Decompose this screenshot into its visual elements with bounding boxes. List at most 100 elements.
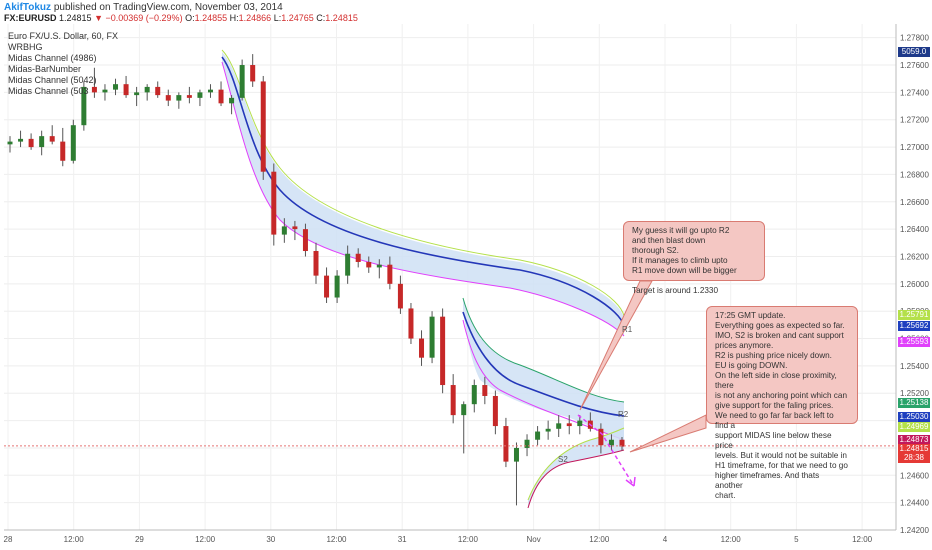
candle-body bbox=[566, 423, 572, 427]
legend-item-midas-503[interactable]: Midas Channel (503 bbox=[8, 86, 89, 96]
price-tag-s2-upper: 1.24969 bbox=[898, 422, 930, 432]
x-tick-label: 12:00 bbox=[589, 535, 610, 544]
open-value: 1.24855 bbox=[194, 13, 228, 23]
candles bbox=[7, 54, 625, 506]
candle-body bbox=[229, 97, 235, 104]
candle-body bbox=[155, 86, 161, 96]
candle-body bbox=[450, 385, 456, 416]
x-tick-label: 5 bbox=[794, 535, 799, 544]
candle-body bbox=[144, 86, 150, 93]
candle-body bbox=[577, 420, 583, 427]
author-link[interactable]: AkifTokuz bbox=[4, 2, 52, 13]
label-r1: R1 bbox=[622, 325, 633, 334]
x-tick-label: Nov bbox=[526, 535, 540, 544]
candle-body bbox=[461, 404, 467, 416]
y-tick-label: 1.27400 bbox=[900, 88, 929, 97]
price-tag-s2-lower: 1.24873 bbox=[898, 435, 930, 445]
candle-body bbox=[7, 141, 13, 145]
label-s2: S2 bbox=[558, 455, 568, 464]
projection-line bbox=[577, 414, 635, 487]
candle-body bbox=[397, 283, 403, 309]
midas-channel-s2-fill bbox=[528, 428, 624, 508]
x-tick-label: 4 bbox=[663, 535, 668, 544]
low-value: 1.24765 bbox=[281, 13, 314, 23]
x-tick-label: 31 bbox=[398, 535, 407, 544]
candle-body bbox=[355, 253, 361, 262]
symbol[interactable]: FX:EURUSD bbox=[4, 13, 57, 23]
x-tick-label: 12:00 bbox=[852, 535, 873, 544]
x-tick-label: 12:00 bbox=[721, 535, 742, 544]
note1-pointer bbox=[579, 280, 653, 411]
midas-channel-r2 bbox=[462, 311, 625, 417]
legend-item-wrbhg[interactable]: WRBHG bbox=[8, 42, 43, 52]
annotation-lines bbox=[4, 280, 896, 487]
candle-body bbox=[102, 89, 108, 93]
note-update: 17:25 GMT update. Everything goes as exp… bbox=[706, 306, 858, 500]
candle-body bbox=[345, 253, 351, 276]
candle-body bbox=[260, 81, 266, 172]
y-tick-label: 1.26200 bbox=[900, 252, 929, 261]
midas-channel-s2-upper bbox=[527, 427, 625, 501]
y-tick-label: 1.26800 bbox=[900, 170, 929, 179]
candle-body bbox=[334, 275, 340, 298]
x-tick-label: 12:00 bbox=[195, 535, 216, 544]
y-tick-label: 1.24600 bbox=[900, 471, 929, 480]
price-change: ▼ −0.00369 (−0.29%) bbox=[94, 13, 183, 23]
price-tag-last: 1.24815 bbox=[898, 444, 930, 454]
legend-item-midas-4986[interactable]: Midas Channel (4986) bbox=[8, 53, 97, 63]
x-tick-label: 12:00 bbox=[64, 535, 85, 544]
candle-body bbox=[60, 141, 66, 161]
price-tag-r1: 1.25692 bbox=[898, 321, 930, 331]
midas-channel-r2-upper bbox=[462, 297, 625, 403]
price-tag-barnumber: 5059.0 bbox=[898, 47, 930, 57]
legend-item-midas-barnumber[interactable]: Midas-BarNumber bbox=[8, 64, 82, 74]
y-tick-label: 1.27800 bbox=[900, 34, 929, 43]
close-value: 1.24815 bbox=[325, 13, 358, 23]
candle-body bbox=[324, 275, 330, 298]
high-label: H: bbox=[229, 13, 239, 23]
last-price: 1.24815 bbox=[59, 13, 92, 23]
label-r2: R2 bbox=[618, 410, 629, 419]
candle-body bbox=[429, 316, 435, 358]
candle-body bbox=[545, 428, 551, 432]
candle-body bbox=[556, 423, 562, 429]
candle-body bbox=[250, 65, 256, 82]
candle-body bbox=[49, 136, 55, 142]
candle-body bbox=[271, 171, 277, 235]
candle-body bbox=[39, 136, 45, 148]
candle-body bbox=[302, 229, 308, 252]
x-tick-label: 12:00 bbox=[326, 535, 347, 544]
candle-body bbox=[197, 92, 203, 98]
close-label: C: bbox=[316, 13, 326, 23]
legend-item-midas-5042[interactable]: Midas Channel (5042) bbox=[8, 75, 97, 85]
candle-body bbox=[503, 426, 509, 462]
candle-body bbox=[419, 338, 425, 358]
candle-body bbox=[313, 251, 319, 276]
midas-channel-r1-upper bbox=[221, 49, 625, 317]
x-tick-label: 12:00 bbox=[458, 535, 479, 544]
y-tick-label: 1.27200 bbox=[900, 116, 929, 125]
candle-body bbox=[366, 261, 372, 268]
candle-body bbox=[165, 95, 171, 101]
candle-body bbox=[292, 226, 298, 230]
midas-channel-r1 bbox=[221, 56, 625, 327]
candle-body bbox=[239, 65, 245, 98]
candle-body bbox=[281, 226, 287, 235]
x-tick-label: 30 bbox=[266, 535, 275, 544]
candle-body bbox=[28, 138, 34, 148]
publish-info: AkifTokuz published on TradingView.com, … bbox=[4, 2, 283, 13]
x-tick-label: 29 bbox=[135, 535, 144, 544]
y-tick-label: 1.26400 bbox=[900, 225, 929, 234]
x-axis: 28 12:00 29 12:00 30 12:00 31 12:00 Nov 12:00 4 12:… bbox=[4, 529, 896, 544]
candle-body bbox=[471, 385, 477, 405]
y-tick-label: 1.24400 bbox=[900, 499, 929, 508]
candle-body bbox=[176, 95, 182, 101]
y-tick-label: 1.27600 bbox=[900, 61, 929, 70]
price-tag-r2-upper: 1.25138 bbox=[898, 398, 930, 408]
candle-body bbox=[91, 86, 97, 93]
candle-body bbox=[608, 439, 614, 446]
candle-body bbox=[492, 395, 498, 427]
candle-body bbox=[376, 264, 382, 268]
candle-body bbox=[387, 264, 393, 284]
